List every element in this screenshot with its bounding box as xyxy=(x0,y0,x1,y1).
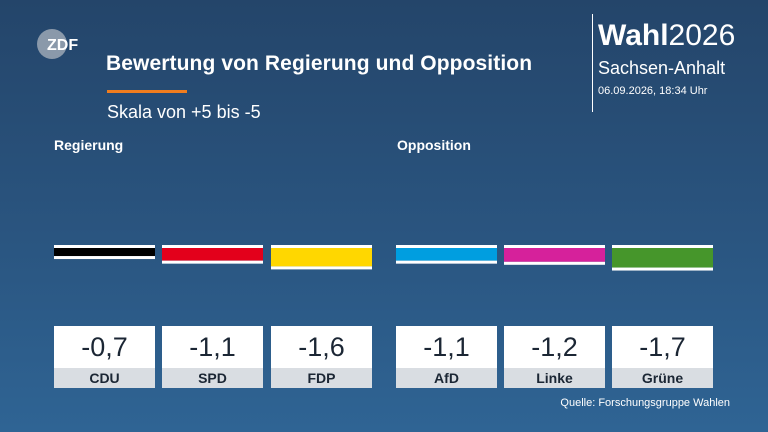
bar-end-linke xyxy=(504,261,605,265)
category-label-linke: Linke xyxy=(504,368,605,388)
zero-line-spd xyxy=(162,245,263,248)
category-label-afd: AfD xyxy=(396,368,497,388)
bar-cdu xyxy=(54,248,155,257)
brand-wahl-word: Wahl xyxy=(598,19,669,52)
bar-end-afd xyxy=(396,260,497,264)
zero-line-cdu xyxy=(54,245,155,248)
group-label-government: Regierung xyxy=(54,137,124,153)
zdf-logo: ZDF xyxy=(37,29,78,59)
value-label-fdp: -1,6 xyxy=(271,326,372,368)
bar-linke xyxy=(504,248,605,262)
chart-subtitle: Skala von +5 bis -5 xyxy=(107,102,261,122)
election-brand: Wahl2026 Sachsen-Anhalt 06.09.2026, 18:3… xyxy=(598,18,735,97)
bar-spd xyxy=(162,248,263,261)
brand-region: Sachsen-Anhalt xyxy=(598,58,726,78)
brand-wahl-year: 2026 xyxy=(668,19,736,52)
category-label-spd: SPD xyxy=(162,368,263,388)
bar-grüne xyxy=(612,248,713,268)
zero-line-afd xyxy=(396,245,497,248)
chart-title: Bewertung von Regierung und Opposition xyxy=(106,52,533,75)
bar-end-cdu xyxy=(54,256,155,260)
value-label-linke: -1,2 xyxy=(504,326,605,368)
value-label-spd: -1,1 xyxy=(162,326,263,368)
zdf-logo-circle xyxy=(37,29,67,59)
value-label-cdu: -0,7 xyxy=(54,326,155,368)
bar-end-fdp xyxy=(271,266,372,270)
bar-end-grüne xyxy=(612,267,713,271)
brand-wahl: Wahl2026 xyxy=(598,18,735,54)
brand-datetime: 06.09.2026, 18:34 Uhr xyxy=(598,85,708,97)
category-label-fdp: FDP xyxy=(271,368,372,388)
source-note: Quelle: Forschungsgruppe Wahlen xyxy=(560,397,730,409)
brand-divider xyxy=(592,14,593,112)
value-label-grüne: -1,7 xyxy=(612,326,713,368)
group-label-opposition: Opposition xyxy=(397,137,471,153)
zero-line-fdp xyxy=(271,245,372,248)
zdf-logo-text: ZDF xyxy=(47,37,78,54)
zero-line-grüne xyxy=(612,245,713,248)
zero-line-linke xyxy=(504,245,605,248)
category-label-grüne: Grüne xyxy=(612,368,713,388)
value-label-afd: -1,1 xyxy=(396,326,497,368)
bar-fdp xyxy=(271,248,372,267)
category-label-cdu: CDU xyxy=(54,368,155,388)
bar-afd xyxy=(396,248,497,261)
title-accent-line xyxy=(107,90,187,93)
bar-end-spd xyxy=(162,260,263,264)
